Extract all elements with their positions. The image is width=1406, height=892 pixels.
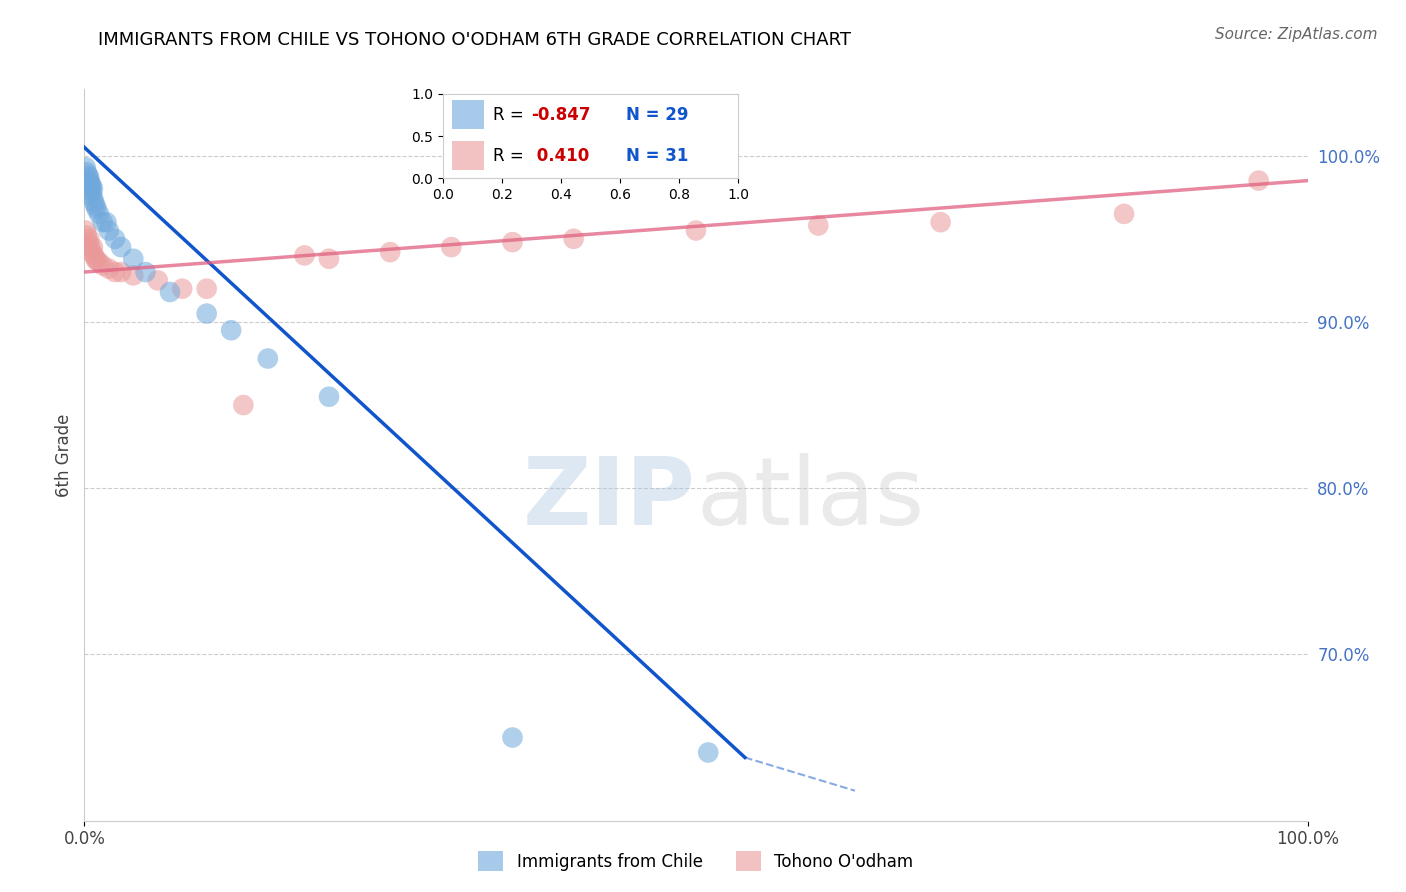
- Point: [697, 746, 720, 760]
- Point: [232, 398, 254, 412]
- Point: [122, 252, 145, 266]
- Point: [77, 232, 100, 246]
- Point: [219, 323, 242, 337]
- Point: [807, 219, 830, 233]
- Text: R =: R =: [494, 146, 529, 164]
- Bar: [451, 101, 484, 129]
- Point: [135, 265, 157, 279]
- Point: [84, 198, 107, 212]
- Point: [82, 190, 104, 204]
- Point: [82, 182, 104, 196]
- Bar: [451, 141, 484, 169]
- Point: [929, 215, 952, 229]
- Text: 0.410: 0.410: [531, 146, 589, 164]
- Point: [380, 245, 402, 260]
- Point: [79, 240, 101, 254]
- Point: [83, 248, 105, 262]
- Point: [77, 170, 100, 185]
- Point: [172, 282, 194, 296]
- Point: [77, 169, 100, 183]
- Point: [76, 228, 98, 243]
- Point: [104, 232, 127, 246]
- Point: [159, 285, 181, 299]
- Point: [1114, 207, 1136, 221]
- Point: [77, 235, 100, 249]
- Point: [86, 253, 108, 268]
- Point: [685, 223, 707, 237]
- Text: R =: R =: [494, 106, 529, 124]
- Point: [146, 273, 169, 287]
- Point: [97, 223, 120, 237]
- Point: [80, 245, 103, 260]
- Text: atlas: atlas: [696, 453, 924, 545]
- Legend: Immigrants from Chile, Tohono O'odham: Immigrants from Chile, Tohono O'odham: [472, 845, 920, 878]
- Point: [80, 178, 103, 193]
- Point: [77, 174, 100, 188]
- Point: [86, 202, 108, 216]
- Text: ZIP: ZIP: [523, 453, 696, 545]
- Point: [122, 268, 145, 283]
- Point: [502, 731, 524, 745]
- Point: [91, 259, 114, 273]
- Text: IMMIGRANTS FROM CHILE VS TOHONO O'ODHAM 6TH GRADE CORRELATION CHART: IMMIGRANTS FROM CHILE VS TOHONO O'ODHAM …: [98, 31, 852, 49]
- Text: N = 31: N = 31: [626, 146, 689, 164]
- Point: [195, 282, 218, 296]
- Point: [318, 390, 340, 404]
- Point: [440, 240, 463, 254]
- Point: [294, 248, 316, 262]
- Point: [1247, 174, 1270, 188]
- Point: [87, 255, 110, 269]
- Text: N = 29: N = 29: [626, 106, 689, 124]
- Point: [75, 223, 97, 237]
- Point: [318, 252, 340, 266]
- Point: [83, 195, 105, 210]
- Point: [110, 265, 132, 279]
- Text: -0.847: -0.847: [531, 106, 591, 124]
- Point: [502, 235, 524, 249]
- Y-axis label: 6th Grade: 6th Grade: [55, 413, 73, 497]
- Point: [110, 240, 132, 254]
- Point: [257, 351, 280, 366]
- Point: [79, 182, 101, 196]
- Point: [82, 240, 104, 254]
- Point: [80, 186, 103, 200]
- Point: [91, 215, 114, 229]
- Point: [562, 232, 585, 246]
- Point: [75, 161, 97, 175]
- Point: [97, 261, 120, 276]
- Point: [76, 165, 98, 179]
- Point: [79, 177, 101, 191]
- Point: [87, 207, 110, 221]
- Point: [195, 307, 218, 321]
- Point: [96, 215, 118, 229]
- Point: [84, 252, 107, 266]
- Text: Source: ZipAtlas.com: Source: ZipAtlas.com: [1215, 27, 1378, 42]
- Point: [104, 265, 127, 279]
